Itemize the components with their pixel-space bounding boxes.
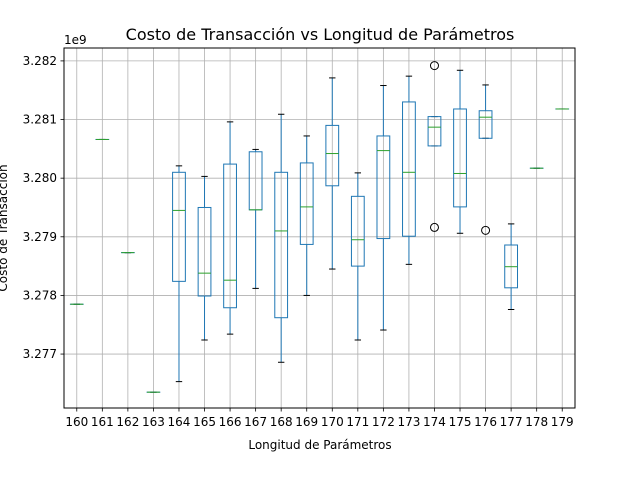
x-axis-label: Longitud de Parámetros — [248, 438, 391, 452]
x-tick-label: 176 — [474, 415, 497, 429]
x-tick-label: 173 — [397, 415, 420, 429]
outlier-point — [429, 222, 439, 232]
box-175 — [453, 69, 467, 234]
x-tick-label: 178 — [525, 415, 548, 429]
y-axis-scale-label: 1e9 — [64, 33, 87, 47]
box-170 — [325, 77, 340, 270]
x-tick-label: 169 — [295, 415, 318, 429]
outlier-point — [429, 61, 439, 71]
box-171 — [350, 172, 365, 341]
iqr-box — [172, 171, 186, 282]
iqr-box — [453, 108, 467, 208]
x-tick-label: 170 — [321, 415, 344, 429]
y-axis-ticks: 3.277 3.278 3.279 3.280 3.281 3.282 — [23, 54, 64, 361]
x-axis-ticks: 160 161 162 163 164 165 166 167 168 169 170 171 172 1… — [65, 408, 574, 429]
x-tick-label: 160 — [65, 415, 88, 429]
x-tick-label: 162 — [116, 415, 139, 429]
x-tick-label: 174 — [423, 415, 446, 429]
x-tick-label: 165 — [193, 415, 216, 429]
box-177 — [504, 223, 519, 310]
y-tick-label: 3.277 — [23, 347, 57, 361]
iqr-box — [376, 135, 391, 240]
iqr-box — [325, 124, 340, 187]
iqr-box — [427, 116, 442, 147]
y-tick-label: 3.281 — [23, 113, 57, 127]
box-169 — [299, 135, 314, 296]
x-tick-label: 167 — [244, 415, 267, 429]
box-172 — [376, 85, 391, 331]
y-tick-label: 3.282 — [23, 54, 57, 68]
iqr-box — [274, 171, 289, 319]
box-176 — [478, 84, 493, 235]
x-tick-label: 164 — [168, 415, 191, 429]
box-174 — [427, 61, 442, 232]
x-tick-label: 168 — [270, 415, 293, 429]
box-167 — [248, 148, 263, 289]
box-168 — [274, 113, 289, 363]
box-164 — [172, 165, 186, 383]
x-tick-label: 175 — [449, 415, 472, 429]
iqr-box — [350, 195, 365, 267]
outlier-point — [481, 225, 491, 235]
x-tick-label: 166 — [219, 415, 242, 429]
iqr-box — [478, 110, 493, 139]
x-tick-label: 172 — [372, 415, 395, 429]
x-tick-label: 171 — [346, 415, 369, 429]
box-173 — [402, 75, 416, 265]
boxes — [69, 61, 570, 393]
y-tick-label: 3.278 — [23, 288, 57, 302]
y-axis-label: Costo de Transacción — [0, 164, 10, 291]
y-tick-label: 3.279 — [23, 230, 57, 244]
plot-frame — [63, 47, 576, 409]
iqr-box — [299, 162, 314, 245]
iqr-box — [197, 206, 212, 297]
iqr-box — [223, 163, 237, 309]
box-165 — [197, 175, 212, 341]
x-tick-label: 163 — [142, 415, 165, 429]
x-tick-label: 179 — [551, 415, 574, 429]
box-166 — [223, 121, 237, 335]
iqr-box — [402, 101, 416, 237]
chart-title: Costo de Transacción vs Longitud de Pará… — [126, 25, 515, 44]
y-tick-label: 3.280 — [23, 171, 57, 185]
x-tick-label: 177 — [500, 415, 523, 429]
x-tick-label: 161 — [91, 415, 114, 429]
